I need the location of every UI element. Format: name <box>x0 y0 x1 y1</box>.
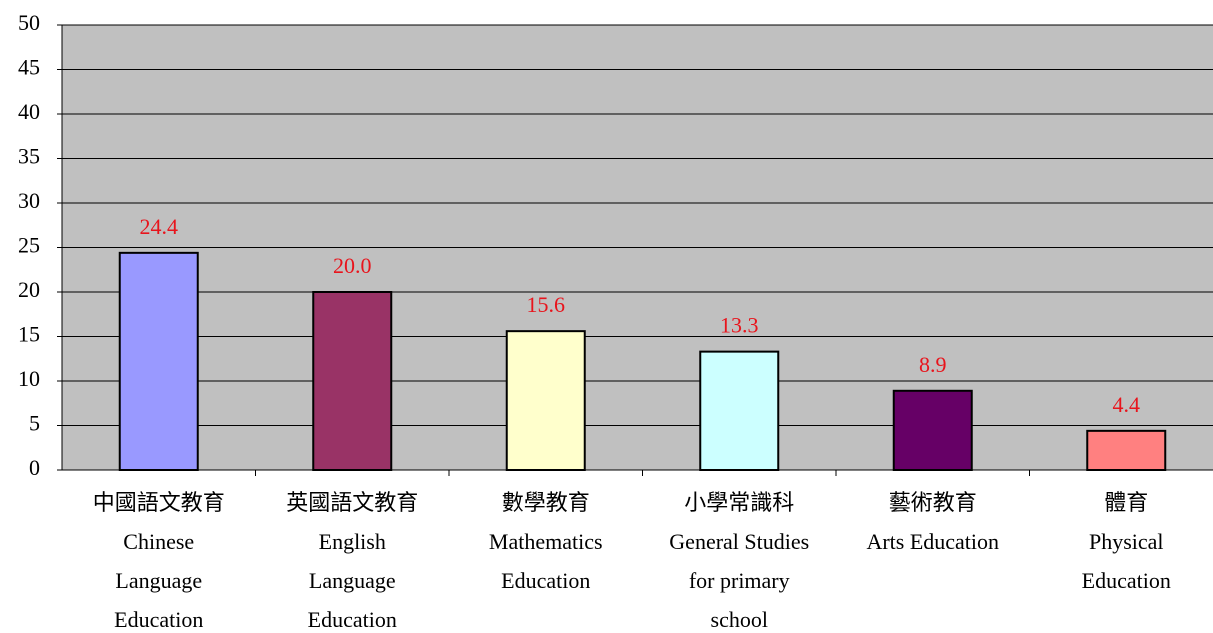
x-tick-label: Education <box>308 607 397 632</box>
x-tick-label: Chinese <box>123 529 194 554</box>
value-label: 8.9 <box>919 352 947 377</box>
x-tick-label: school <box>711 607 768 632</box>
x-tick-label: Language <box>115 568 202 593</box>
x-tick-label: Language <box>309 568 396 593</box>
x-tick-label: Physical <box>1089 529 1164 554</box>
y-tick-label: 40 <box>18 99 40 124</box>
x-tick-label: 中國語文教育 <box>93 490 225 515</box>
y-tick-label: 30 <box>18 188 40 213</box>
value-label: 13.3 <box>720 313 759 338</box>
y-tick-label: 50 <box>18 10 40 35</box>
bar <box>1086 429 1167 471</box>
y-tick-label: 5 <box>29 411 40 436</box>
y-tick-label: 10 <box>18 366 40 391</box>
y-tick-label: 35 <box>18 144 40 169</box>
value-label: 20.0 <box>333 253 372 278</box>
x-tick-label: 體育 <box>1104 490 1148 515</box>
x-tick-label: Education <box>114 607 203 632</box>
bar <box>118 251 199 471</box>
bar <box>312 291 393 471</box>
x-tick-label: 數學教育 <box>502 490 590 515</box>
x-tick-label: Arts Education <box>866 529 999 554</box>
y-tick-label: 45 <box>18 55 40 80</box>
x-tick-label: 藝術教育 <box>889 490 977 515</box>
y-tick-label: 15 <box>18 322 40 347</box>
y-tick-label: 20 <box>18 277 40 302</box>
x-tick-label: English <box>319 529 386 554</box>
x-tick-label: Education <box>1082 568 1171 593</box>
value-label: 4.4 <box>1113 392 1141 417</box>
bar <box>892 389 973 472</box>
x-tick-label: Mathematics <box>489 529 603 554</box>
value-label: 15.6 <box>527 292 566 317</box>
x-tick-label: 小學常識科 <box>684 490 794 515</box>
x-tick-label: General Studies <box>669 529 809 554</box>
bar <box>505 330 586 471</box>
y-tick-label: 25 <box>18 233 40 258</box>
x-tick-label: 英國語文教育 <box>286 490 418 515</box>
bar <box>699 350 780 472</box>
x-tick-label: for primary <box>689 568 790 593</box>
value-label: 24.4 <box>140 214 179 239</box>
y-tick-label: 0 <box>29 455 40 480</box>
x-tick-label: Education <box>501 568 590 593</box>
